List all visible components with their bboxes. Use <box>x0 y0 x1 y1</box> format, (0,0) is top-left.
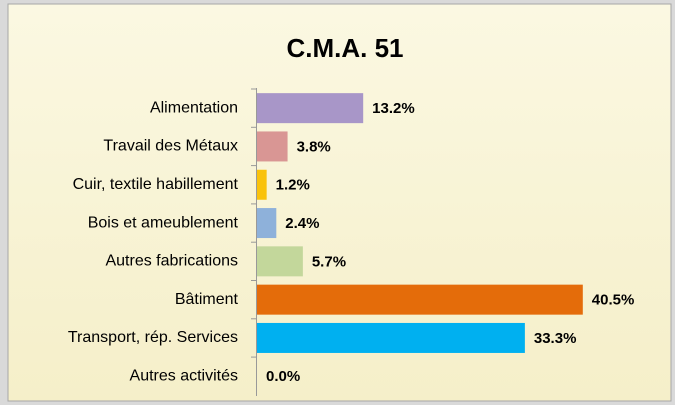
value-label: 13.2% <box>372 100 415 117</box>
category-label: Autres fabrications <box>105 253 238 270</box>
value-label: 33.3% <box>534 330 577 347</box>
value-label: 0.0% <box>266 368 300 385</box>
category-label: Transport, rép. Services <box>68 329 238 346</box>
bar <box>257 208 277 239</box>
category-label: Alimentation <box>150 99 238 116</box>
category-label: Cuir, textile habillement <box>73 176 239 193</box>
category-label: Bâtiment <box>175 291 239 308</box>
bar <box>257 246 303 277</box>
bar <box>257 284 583 315</box>
category-label: Travail des Métaux <box>103 138 238 155</box>
value-label: 1.2% <box>276 177 310 194</box>
bar <box>257 131 288 162</box>
bar <box>257 322 525 353</box>
category-label: Autres activités <box>130 367 238 384</box>
bar <box>257 169 267 200</box>
value-label: 40.5% <box>592 292 635 309</box>
category-label: Bois et ameublement <box>88 214 239 231</box>
chart-title: C.M.A. 51 <box>286 33 403 63</box>
value-label: 3.8% <box>297 138 331 155</box>
value-label: 5.7% <box>312 253 346 270</box>
value-label: 2.4% <box>285 215 319 232</box>
bar <box>257 93 364 124</box>
